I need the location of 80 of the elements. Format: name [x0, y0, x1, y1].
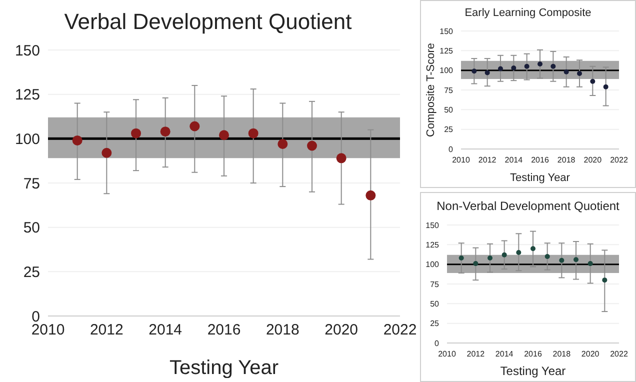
x-tick-label: 2014 [495, 350, 514, 359]
x-axis-title: Testing Year [510, 172, 570, 184]
point [516, 250, 522, 256]
point [72, 135, 82, 146]
y-tick-label: 25 [444, 125, 454, 134]
point [278, 138, 288, 149]
x-tick-label: 2016 [531, 156, 550, 165]
y-tick-label: 125 [14, 86, 40, 104]
x-tick-label: 2016 [524, 350, 542, 359]
point [484, 70, 490, 76]
x-tick-label: 2012 [478, 156, 497, 165]
point [559, 258, 564, 263]
point [190, 121, 200, 132]
chart-title: Early Learning Composite [464, 6, 592, 21]
point [336, 153, 346, 164]
x-tick-label: 2022 [610, 156, 628, 165]
x-tick-label: 2022 [610, 350, 628, 359]
point [530, 246, 536, 252]
y-tick-label: 100 [440, 66, 454, 76]
point [472, 68, 477, 74]
x-tick-label: 2010 [452, 156, 470, 165]
y-tick-label: 125 [426, 240, 440, 250]
point [544, 254, 550, 259]
y-axis-title: Composite T-Score [424, 43, 437, 137]
point [550, 64, 556, 69]
point [602, 278, 608, 283]
x-axis-title: Testing Year [500, 364, 566, 378]
y-tick-label: 150 [14, 42, 40, 60]
y-tick-label: 50 [23, 220, 40, 237]
point [564, 69, 569, 74]
x-tick-label: 2020 [581, 350, 600, 359]
point [458, 256, 464, 261]
x-tick-label: 2012 [90, 322, 124, 339]
y-tick-label: 0 [434, 338, 440, 348]
y-tick-label: 150 [426, 220, 440, 230]
point [588, 261, 593, 266]
point [511, 65, 516, 70]
y-tick-label: 75 [444, 86, 454, 95]
point [502, 252, 507, 258]
point [577, 70, 582, 76]
y-tick-label: 100 [426, 260, 440, 270]
x-tick-label: 2012 [466, 350, 486, 359]
y-tick-label: 100 [14, 130, 40, 148]
y-tick-label: 0 [448, 144, 454, 154]
y-tick-label: 25 [430, 319, 440, 328]
x-tick-label: 2018 [557, 156, 576, 165]
x-tick-label: 2020 [324, 322, 358, 339]
x-axis-title: Testing Year [170, 357, 279, 379]
y-tick-label: 75 [23, 175, 40, 192]
point [131, 128, 141, 138]
point [538, 62, 542, 67]
point [102, 148, 112, 158]
y-tick-label: 75 [430, 280, 440, 289]
point [574, 257, 578, 262]
point [590, 78, 596, 84]
x-tick-label: 2010 [438, 350, 456, 359]
y-tick-label: 150 [440, 26, 454, 36]
chart-title: Non-Verbal Development Quotient [436, 198, 620, 215]
x-tick-label: 2020 [584, 156, 602, 165]
x-tick-label: 2016 [207, 322, 241, 339]
point [524, 64, 530, 69]
point [160, 126, 170, 137]
point [248, 128, 258, 138]
x-tick-label: 2018 [552, 350, 572, 359]
point [307, 140, 317, 151]
point [473, 261, 478, 266]
point [488, 256, 492, 261]
y-tick-label: 50 [430, 300, 440, 309]
chart-title: Verbal Development Quotient [63, 8, 353, 36]
x-tick-label: 2014 [148, 322, 182, 339]
point [219, 130, 229, 140]
x-tick-label: 2018 [266, 322, 300, 339]
point [498, 66, 503, 72]
x-tick-label: 2022 [383, 322, 417, 339]
point [366, 190, 376, 200]
y-tick-label: 125 [440, 46, 454, 56]
y-tick-label: 25 [23, 264, 40, 281]
x-tick-label: 2014 [504, 156, 524, 165]
y-tick-label: 50 [444, 106, 454, 115]
point [603, 84, 608, 90]
